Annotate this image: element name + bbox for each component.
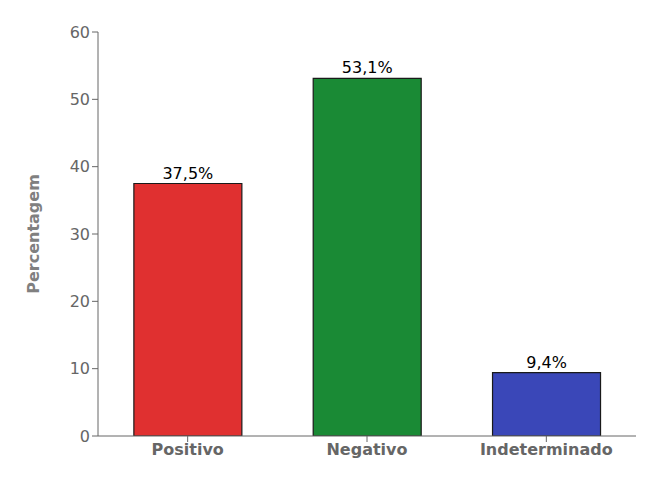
svg-text:9,4%: 9,4% — [526, 353, 567, 372]
svg-text:Positivo: Positivo — [152, 440, 224, 459]
svg-text:60: 60 — [70, 23, 90, 42]
svg-text:20: 20 — [70, 292, 90, 311]
svg-text:Indeterminado: Indeterminado — [480, 440, 613, 459]
svg-text:0: 0 — [80, 427, 90, 446]
svg-text:30: 30 — [70, 225, 90, 244]
svg-text:Percentagem: Percentagem — [24, 174, 43, 294]
svg-text:50: 50 — [70, 90, 90, 109]
svg-text:37,5%: 37,5% — [162, 164, 213, 183]
svg-text:10: 10 — [70, 359, 90, 378]
svg-text:53,1%: 53,1% — [342, 58, 393, 77]
svg-text:Negativo: Negativo — [326, 440, 407, 459]
svg-text:40: 40 — [70, 157, 90, 176]
